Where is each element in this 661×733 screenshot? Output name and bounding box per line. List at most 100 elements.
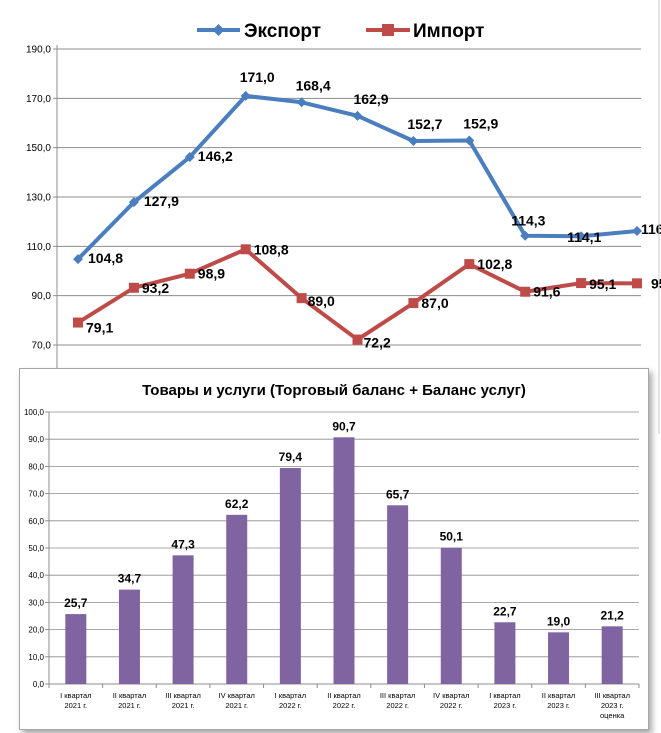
import-point <box>73 317 83 328</box>
import-point <box>352 334 363 345</box>
import-data-label: 95,1 <box>589 276 616 292</box>
y-tick-label: 40,0 <box>28 571 44 580</box>
bar <box>494 622 516 684</box>
x-tick-label: II квартал <box>113 691 147 700</box>
x-tick-label: II квартал <box>542 691 576 700</box>
bar <box>440 547 462 684</box>
export-point <box>352 110 363 121</box>
bar-data-label: 65,7 <box>386 487 410 501</box>
bar-data-label: 21,2 <box>601 608 625 622</box>
y-tick-label: 190,0 <box>26 45 51 56</box>
x-tick-label: II квартал <box>327 691 361 700</box>
y-tick-label: 70,0 <box>32 341 52 352</box>
import-data-label: 89,0 <box>308 293 335 309</box>
chart-title: Товары и услуги (Торговый баланс + Балан… <box>142 382 526 399</box>
export-data-label: 127,9 <box>144 193 179 209</box>
bar-chart-panel: Товары и услуги (Торговый баланс + Балан… <box>19 368 649 730</box>
x-tick-label: оценка <box>600 711 625 720</box>
y-tick-label: 110,0 <box>27 242 52 253</box>
x-tick-label: IV квартал <box>433 691 469 700</box>
x-tick-label: 2021 г. <box>172 701 195 710</box>
x-tick-label: 2022 г. <box>333 701 356 710</box>
y-tick-label: 150,0 <box>26 143 51 154</box>
x-tick-label: 2022 г. <box>386 701 409 710</box>
import-data-label: 93,2 <box>142 280 169 296</box>
export-point <box>73 254 83 265</box>
bar <box>279 468 301 684</box>
import-data-label: 102,8 <box>477 256 512 272</box>
export-point <box>128 197 139 208</box>
legend-export-label: Экспорт <box>244 21 321 42</box>
import-point <box>240 244 251 255</box>
export-data-label: 152,7 <box>407 116 442 132</box>
import-data-label: 98,9 <box>198 266 225 282</box>
bar-data-label: 25,7 <box>64 596 88 610</box>
import-point <box>464 259 475 270</box>
export-data-label: 114,3 <box>511 213 545 229</box>
export-data-label: 168,4 <box>296 77 331 93</box>
x-tick-label: I квартал <box>60 691 91 700</box>
export-point <box>576 231 587 242</box>
bar <box>65 614 87 684</box>
bar <box>548 632 570 684</box>
x-tick-label: III квартал <box>380 691 416 700</box>
x-tick-label: 2023 г. <box>547 701 570 710</box>
y-tick-label: 30,0 <box>28 598 44 607</box>
bar <box>226 514 248 684</box>
import-point <box>408 298 419 309</box>
bar-data-label: 34,7 <box>118 572 142 586</box>
x-tick-label: 2021 г. <box>225 701 248 710</box>
bar-data-label: 90,7 <box>332 419 356 433</box>
import-data-label: 91,6 <box>533 284 560 300</box>
trade-balance-bar-chart: Товары и услуги (Торговый баланс + Балан… <box>19 368 649 730</box>
import-data-label: 79,1 <box>86 320 113 336</box>
y-tick-label: 90,0 <box>28 435 44 444</box>
export-point <box>240 90 251 101</box>
y-tick-label: 170,0 <box>26 94 51 105</box>
x-tick-label: IV квартал <box>219 691 255 700</box>
y-tick-label: 70,0 <box>28 490 44 499</box>
y-tick-label: 80,0 <box>28 462 44 471</box>
export-point <box>632 226 642 237</box>
import-data-label: 95,0 <box>651 275 661 291</box>
bar <box>601 626 623 684</box>
import-point <box>296 293 307 304</box>
y-tick-label: 0,0 <box>33 680 45 689</box>
bar <box>387 505 409 684</box>
bar-data-label: 79,4 <box>279 450 303 464</box>
bar-data-label: 19,0 <box>547 614 571 628</box>
x-tick-label: I квартал <box>489 691 520 700</box>
bar <box>172 555 194 684</box>
bar-data-label: 50,1 <box>440 530 464 544</box>
bar <box>118 589 140 684</box>
import-point <box>632 278 642 289</box>
y-tick-label: 130,0 <box>26 193 51 204</box>
bar-data-label: 62,2 <box>225 497 249 511</box>
y-tick-label: 90,0 <box>32 291 52 302</box>
x-tick-label: 2021 г. <box>64 701 87 710</box>
export-data-label: 171,0 <box>240 69 275 85</box>
x-tick-label: 2022 г. <box>440 701 463 710</box>
export-data-label: 116,2 <box>641 221 661 237</box>
export-point <box>464 135 475 146</box>
y-tick-label: 60,0 <box>28 517 44 526</box>
chart-border <box>19 368 649 730</box>
export-point <box>296 97 307 108</box>
x-tick-label: III квартал <box>594 691 630 700</box>
export-data-label: 114,1 <box>567 229 601 245</box>
import-point <box>520 286 531 297</box>
bar-data-label: 22,7 <box>493 604 517 618</box>
x-tick-label: I квартал <box>275 691 306 700</box>
export-point <box>408 136 419 147</box>
x-tick-label: 2021 г. <box>118 701 141 710</box>
legend-export-marker <box>212 24 225 36</box>
export-import-line-chart: 70,0 90,0 110,0 130,0 150,0 170,0 190,0 104,8 12… <box>26 0 661 434</box>
y-tick-label: 20,0 <box>28 626 44 635</box>
y-tick-label: 50,0 <box>28 544 44 553</box>
import-data-label: 108,8 <box>254 241 289 257</box>
x-tick-label: 2022 г. <box>279 701 302 710</box>
export-data-label: 162,9 <box>354 91 389 107</box>
export-point <box>520 230 531 241</box>
bar <box>333 437 355 684</box>
x-tick-label: III квартал <box>165 691 201 700</box>
